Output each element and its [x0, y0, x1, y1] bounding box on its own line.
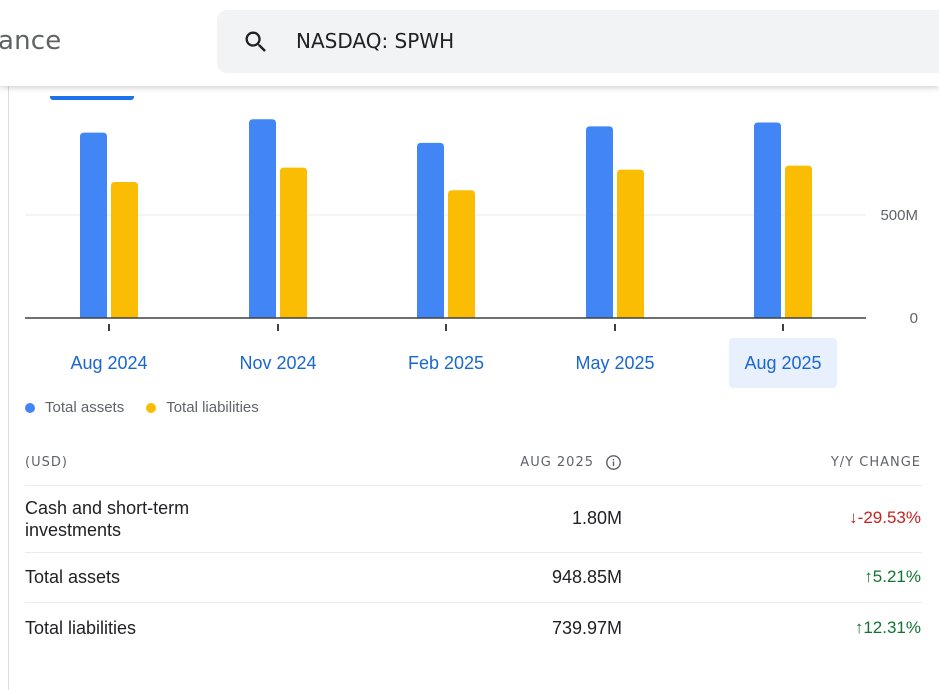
bar-total-liabilities	[785, 165, 812, 318]
legend-item-total-assets: Total assets	[25, 399, 124, 416]
bar-total-liabilities	[280, 167, 307, 318]
row-label-cash: Cash and short-term investments	[25, 498, 190, 540]
arrow-up-icon: ↑	[854, 618, 864, 637]
bar-total-liabilities	[111, 182, 138, 318]
balance-sheet-chart: 0 500M	[25, 119, 918, 331]
financials-card	[8, 70, 939, 690]
chart-legend: Total assets Total liabilities	[25, 399, 281, 416]
row-label-total-liabilities: Total liabilities	[25, 618, 137, 638]
row-divider	[25, 552, 922, 553]
y-tick-label: 500M	[880, 207, 918, 224]
row-change-total-liabilities: ↑12.31%	[854, 618, 921, 637]
bar-total-assets	[80, 132, 107, 318]
legend-item-total-liabilities: Total liabilities	[146, 399, 259, 416]
search-box[interactable]: NASDAQ: SPWH	[217, 10, 939, 73]
brand-logo-text[interactable]: ance	[0, 26, 62, 56]
legend-label: Total assets	[45, 399, 125, 416]
arrow-down-icon: ↓	[849, 508, 858, 527]
info-icon[interactable]	[605, 454, 622, 471]
row-divider	[25, 485, 922, 486]
row-value-total-liabilities: 739.97M	[551, 618, 622, 638]
bar-total-liabilities	[448, 190, 475, 318]
search-icon[interactable]	[242, 28, 270, 56]
row-label-total-assets: Total assets	[25, 567, 121, 587]
x-axis-label[interactable]: Nov 2024	[239, 353, 317, 373]
bar-total-assets	[249, 119, 276, 319]
x-axis-label[interactable]: Aug 2024	[70, 353, 148, 373]
bar-total-assets	[754, 122, 781, 318]
legend-label: Total liabilities	[166, 399, 259, 416]
row-divider	[25, 602, 922, 603]
bar-total-assets	[586, 126, 613, 318]
x-axis-label[interactable]: Aug 2025	[729, 338, 837, 388]
y-tick-label: 0	[910, 310, 918, 327]
x-axis-label[interactable]: Feb 2025	[407, 353, 485, 373]
row-change-cash: ↓-29.53%	[849, 508, 921, 527]
column-header-currency: (USD)	[25, 455, 68, 470]
x-axis-label[interactable]: May 2025	[575, 353, 655, 373]
bar-total-liabilities	[617, 169, 644, 318]
row-value-total-assets: 948.85M	[551, 567, 622, 587]
top-app-bar: ance NASDAQ: SPWH	[0, 0, 939, 86]
row-change-total-assets: ↑5.21%	[864, 567, 921, 586]
column-header-change: Y/Y CHANGE	[830, 455, 921, 470]
legend-dot-liabilities	[146, 402, 157, 413]
column-header-period: AUG 2025	[520, 455, 594, 470]
search-input[interactable]: NASDAQ: SPWH	[296, 29, 455, 53]
active-tab-indicator	[50, 96, 134, 100]
row-value-cash: 1.80M	[571, 508, 622, 528]
arrow-up-icon: ↑	[864, 567, 873, 586]
legend-dot-assets	[25, 402, 35, 413]
bar-total-assets	[417, 142, 444, 318]
